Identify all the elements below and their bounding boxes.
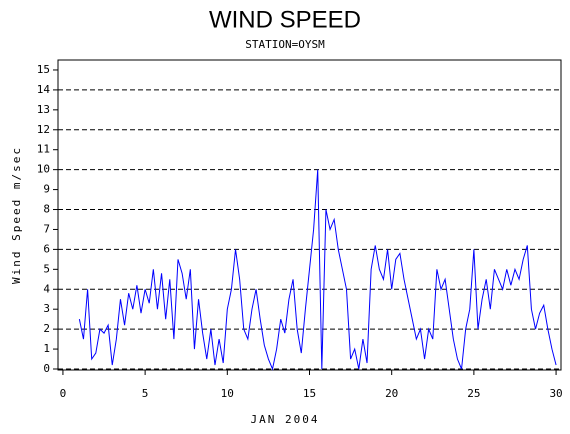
x-tick-label: 25	[467, 387, 480, 400]
y-tick-label: 7	[43, 222, 50, 235]
x-axis-label: JAN 2004	[251, 413, 320, 426]
x-tick-label: 30	[549, 387, 562, 400]
line-series	[78, 169, 557, 371]
chart-subtitle: STATION=OYSM	[245, 38, 325, 51]
x-tick-label: 0	[60, 387, 67, 400]
x-tick-label: 10	[221, 387, 234, 400]
y-tick-label: 5	[43, 262, 50, 275]
y-axis-label: Wind Speed m/sec	[10, 146, 23, 284]
y-tick-label: 15	[37, 63, 50, 76]
chart-title: WIND SPEED	[209, 6, 361, 33]
y-tick-label: 12	[37, 123, 50, 136]
y-tick-label: 6	[43, 242, 50, 255]
y-tick-label: 2	[43, 322, 50, 335]
y-tick-label: 13	[37, 103, 50, 116]
x-tick-label: 15	[303, 387, 316, 400]
y-tick-label: 3	[43, 302, 50, 315]
y-tick-label: 0	[43, 362, 50, 375]
plot-frame	[57, 59, 562, 371]
y-tick-label: 1	[43, 342, 50, 355]
y-tick-label: 8	[43, 203, 50, 216]
y-tick-label: 14	[37, 83, 51, 96]
y-tick-label: 11	[37, 143, 50, 156]
x-tick-label: 5	[142, 387, 149, 400]
x-tick-label: 20	[385, 387, 398, 400]
y-tick-label: 10	[37, 163, 50, 176]
y-tick-label: 9	[43, 183, 50, 196]
y-tick-label: 4	[43, 282, 50, 295]
